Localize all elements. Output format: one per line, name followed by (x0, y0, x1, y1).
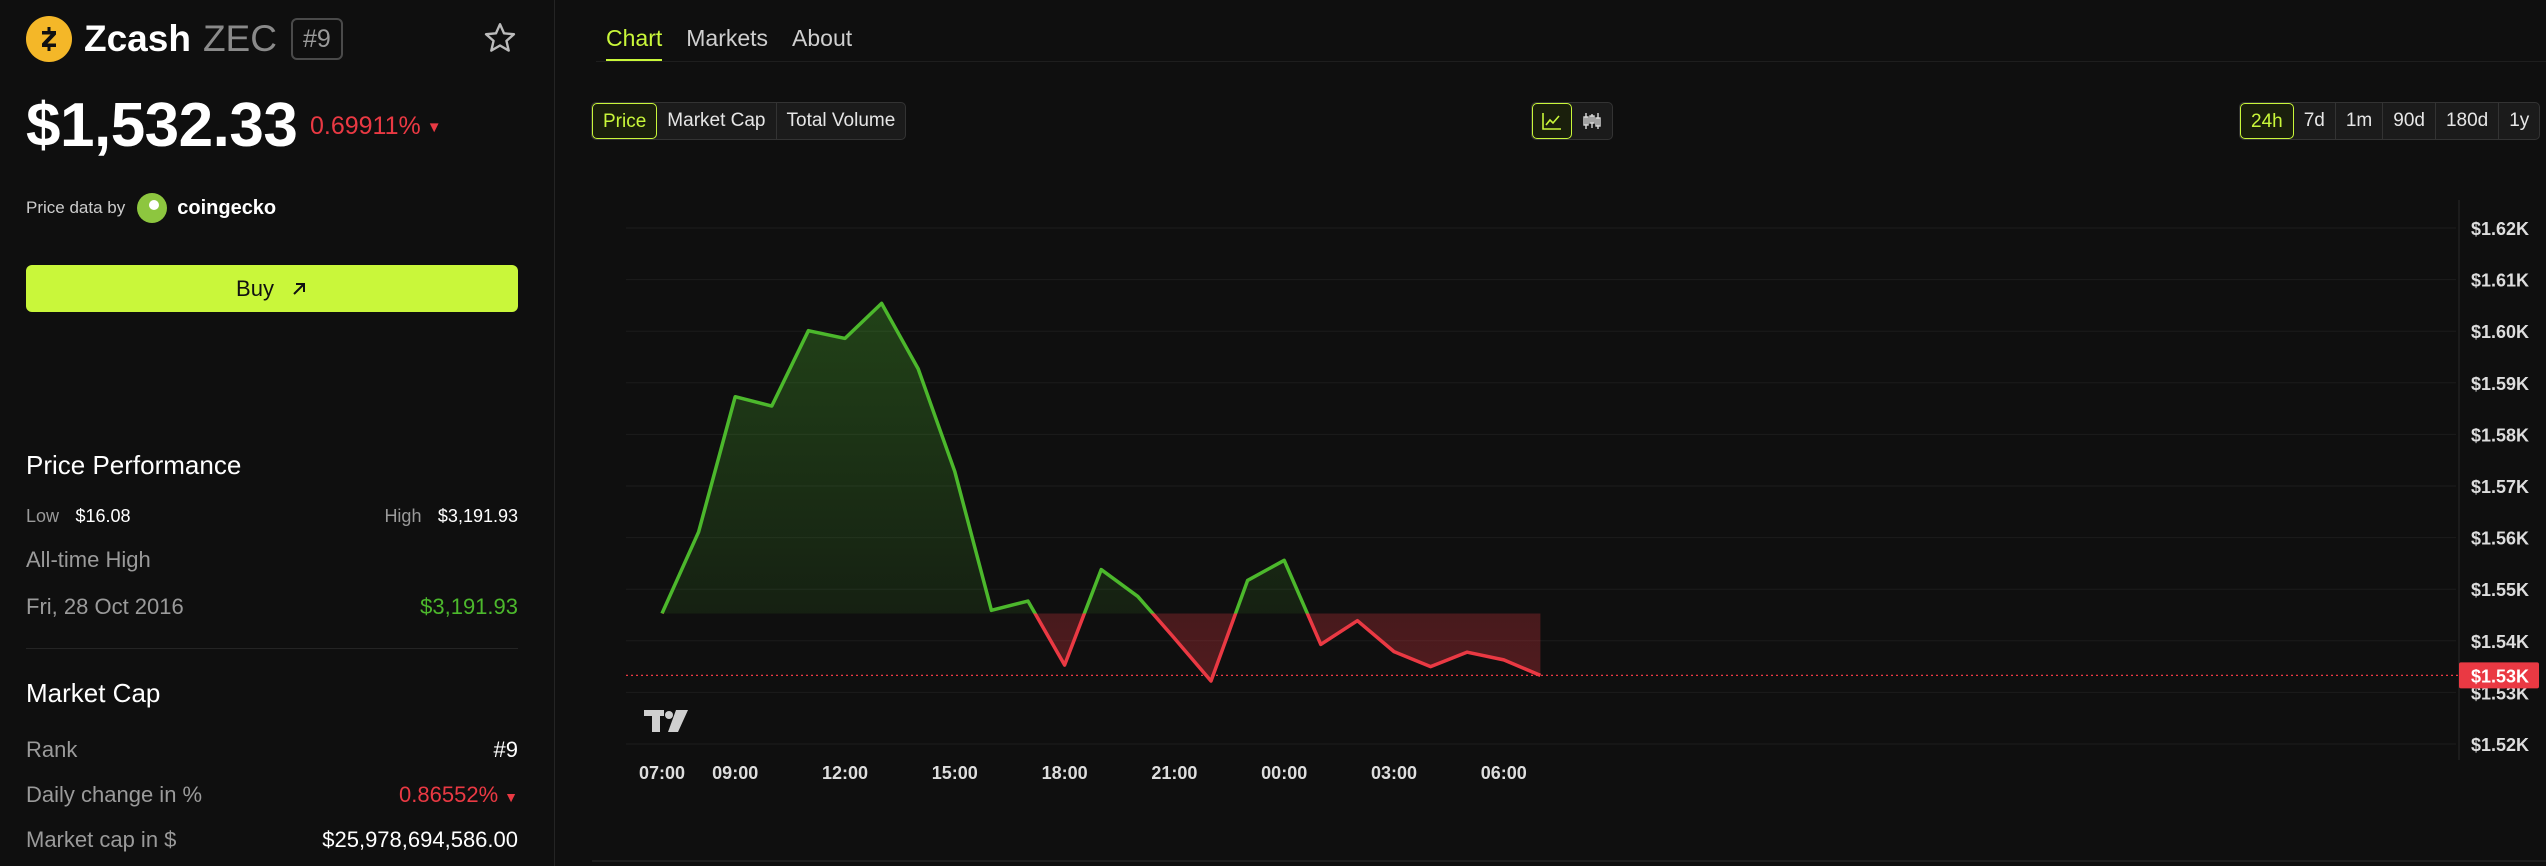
range-24h-button[interactable]: 24h (2240, 103, 2294, 139)
y-tick-label: $1.58K (2471, 425, 2529, 445)
chart-type-selector (1531, 102, 1613, 140)
daily-change-value: 0.86552% ▼ (399, 782, 518, 808)
y-tick-label: $1.61K (2471, 271, 2529, 291)
low-value: $16.08 (75, 506, 131, 526)
tab-about[interactable]: About (792, 25, 853, 51)
chart-bottom-divider (592, 860, 2546, 862)
market-cap-value: $25,978,694,586.00 (322, 827, 518, 852)
daily-change-label: Daily change in % (26, 782, 203, 807)
favorite-star-icon[interactable] (482, 20, 518, 56)
zcash-logo-icon (26, 16, 72, 62)
ath-label: All-time High (26, 547, 151, 572)
ath-date-row: Fri, 28 Oct 2016 $3,191.93 (26, 594, 518, 620)
daily-change-number: 0.86552% (399, 782, 499, 807)
y-tick-label: $1.54K (2471, 632, 2529, 652)
coin-header: Zcash ZEC #9 (26, 16, 343, 62)
x-tick-label: 18:00 (1042, 763, 1088, 783)
rank-value: #9 (493, 737, 518, 762)
price-area-up (662, 303, 1541, 614)
low-high-row: Low $16.08 High $3,191.93 (26, 506, 518, 527)
high-label: High (384, 506, 422, 526)
price-change: 0.69911% ▼ (310, 112, 442, 141)
candlestick-chart-button[interactable] (1572, 103, 1612, 139)
tab-chart[interactable]: Chart (606, 0, 663, 62)
price-performance-title: Price Performance (26, 450, 242, 480)
x-tick-label: 00:00 (1261, 763, 1307, 783)
daily-change-down-icon: ▼ (504, 789, 518, 805)
metric-selector: Price Market Cap Total Volume (591, 102, 907, 140)
x-tick-label: 12:00 (822, 763, 868, 783)
high-value: $3,191.93 (437, 506, 518, 526)
y-tick-label: $1.55K (2471, 580, 2529, 600)
metric-total-volume-button[interactable]: Total Volume (786, 110, 896, 131)
x-tick-label: 09:00 (712, 763, 758, 783)
y-tick-label: $1.53K (2471, 683, 2529, 703)
price-source: Price data by coingecko (26, 193, 276, 223)
price-source-name[interactable]: coingecko (177, 196, 277, 219)
buy-button-label: Buy (236, 275, 274, 301)
coin-rank-badge: #9 (290, 18, 343, 60)
ath-date: Fri, 28 Oct 2016 (26, 594, 184, 619)
ath-row: All-time High (26, 547, 518, 573)
section-divider (26, 648, 518, 649)
tabs-divider (596, 61, 2546, 62)
coin-symbol: ZEC (202, 18, 277, 59)
range-180d-button[interactable]: 180d (2436, 103, 2500, 139)
market-cap-row: Market cap in $ $25,978,694,586.00 (26, 827, 518, 853)
candlestick-icon (1583, 113, 1601, 129)
chart-panel: Chart Markets About Price Market Cap Tot… (556, 0, 2546, 866)
range-1m-button[interactable]: 1m (2336, 103, 2384, 139)
x-tick-label: 07:00 (639, 763, 685, 783)
y-tick-label: $1.59K (2471, 374, 2529, 394)
price-area-down (1035, 613, 1541, 682)
coingecko-logo-icon (137, 193, 168, 223)
price-change-value: 0.69911% (310, 112, 421, 140)
daily-change-row: Daily change in % 0.86552% ▼ (26, 782, 518, 808)
metric-price-button[interactable]: Price (592, 103, 658, 139)
price-change-down-icon: ▼ (426, 118, 442, 136)
y-tick-label: $1.52K (2471, 735, 2529, 755)
x-tick-label: 06:00 (1481, 763, 1527, 783)
current-price: $1,532.33 (26, 91, 298, 160)
zcash-z-icon (42, 27, 56, 51)
coin-name: Zcash (84, 18, 191, 59)
x-tick-label: 03:00 (1371, 763, 1417, 783)
range-7d-button[interactable]: 7d (2294, 103, 2336, 139)
x-tick-label: 15:00 (932, 763, 978, 783)
buy-button[interactable]: Buy (26, 265, 518, 312)
low-label: Low (26, 506, 60, 526)
y-tick-label: $1.57K (2471, 477, 2529, 497)
current-price-badge-label: $1.53K (2471, 666, 2529, 686)
line-chart-button[interactable] (1532, 103, 1572, 139)
range-1y-button[interactable]: 1y (2509, 110, 2530, 131)
price-line-up (660, 301, 1310, 614)
tab-markets[interactable]: Markets (686, 25, 769, 51)
rank-row: Rank #9 (26, 737, 518, 763)
range-90d-button[interactable]: 90d (2383, 103, 2436, 139)
y-tick-label: $1.60K (2471, 322, 2529, 342)
coin-sidebar: Zcash ZEC #9 $1,532.33 0.69911% ▼ Price d… (0, 0, 555, 866)
price-chart[interactable]: $1.62K $1.61K $1.60K $1.59K $1.58K $1.57K $1.5… (556, 0, 2546, 866)
market-cap-title: Market Cap (26, 678, 161, 708)
arrow-up-right-icon (293, 282, 305, 295)
price-line-down (662, 613, 1542, 683)
market-cap-label: Market cap in $ (26, 827, 177, 852)
time-range-selector: 24h 7d 1m 90d 180d 1y (2239, 102, 2541, 140)
y-tick-label: $1.56K (2471, 529, 2529, 549)
current-price-badge (2459, 662, 2539, 689)
rank-label: Rank (26, 737, 78, 762)
line-chart-icon (1542, 113, 1561, 130)
content-tabs: Chart Markets About (606, 0, 876, 62)
ath-value: $3,191.93 (420, 594, 518, 619)
x-tick-label: 21:00 (1151, 763, 1197, 783)
metric-market-cap-button[interactable]: Market Cap (657, 103, 777, 139)
tradingview-logo-icon (644, 710, 688, 732)
y-tick-label: $1.62K (2471, 219, 2529, 239)
price-source-label: Price data by (26, 198, 126, 217)
